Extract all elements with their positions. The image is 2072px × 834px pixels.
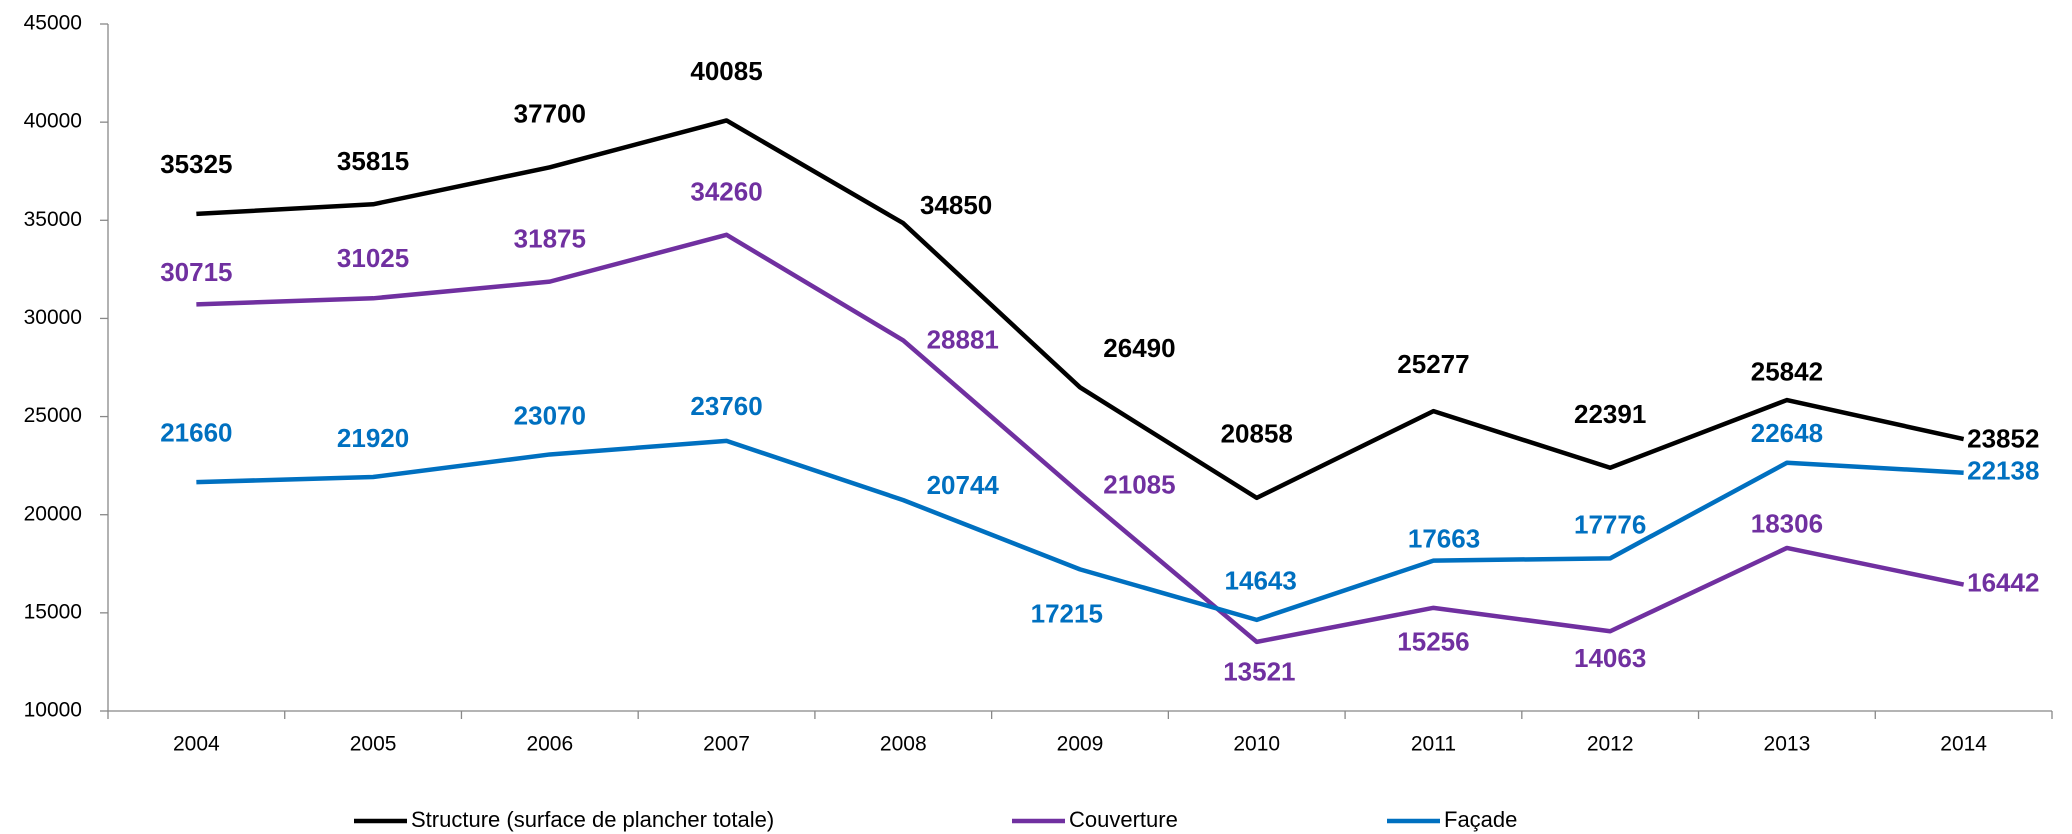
data-label: 21920 <box>337 423 409 453</box>
data-label: 14063 <box>1574 643 1646 673</box>
data-label: 20744 <box>927 470 1000 500</box>
data-label: 26490 <box>1103 333 1175 363</box>
data-label: 23070 <box>514 400 586 430</box>
x-tick-label: 2011 <box>1411 733 1456 756</box>
data-label: 16442 <box>1967 567 2039 597</box>
x-tick-label: 2010 <box>1233 733 1280 756</box>
data-label: 25842 <box>1751 356 1823 386</box>
data-label: 22391 <box>1574 399 1646 429</box>
data-label: 30715 <box>160 257 232 287</box>
data-label: 21660 <box>160 417 232 447</box>
data-label: 31875 <box>514 224 586 254</box>
x-tick-label: 2005 <box>350 733 397 756</box>
data-label: 13521 <box>1223 656 1295 686</box>
x-tick-label: 2004 <box>173 733 220 756</box>
data-label: 37700 <box>514 99 586 129</box>
data-label: 17215 <box>1031 599 1103 629</box>
y-tick-label: 30000 <box>24 306 82 329</box>
series-line <box>196 232 1965 645</box>
data-label: 17663 <box>1408 524 1480 554</box>
series-line <box>196 118 1965 501</box>
data-label: 17776 <box>1574 510 1646 540</box>
x-tick-label: 2008 <box>880 733 927 756</box>
data-label: 40085 <box>690 56 762 86</box>
x-tick-label: 2007 <box>703 733 750 756</box>
y-tick-label: 35000 <box>24 208 82 231</box>
data-label: 20858 <box>1221 419 1293 449</box>
y-tick-label: 40000 <box>24 110 82 133</box>
legend-label: Façade <box>1444 807 1517 832</box>
data-label: 31025 <box>337 243 409 273</box>
y-tick-label: 20000 <box>24 502 82 525</box>
y-tick-label: 25000 <box>24 404 82 427</box>
data-label: 18306 <box>1751 508 1823 538</box>
data-label: 34260 <box>690 177 762 207</box>
data-label: 28881 <box>927 325 999 355</box>
x-tick-label: 2009 <box>1057 733 1104 756</box>
data-label: 15256 <box>1397 626 1469 656</box>
y-tick-label: 45000 <box>24 12 82 35</box>
y-tick-label: 15000 <box>24 600 82 623</box>
data-label: 35325 <box>160 149 232 179</box>
data-label: 23760 <box>690 391 762 421</box>
data-label: 21085 <box>1103 470 1175 500</box>
x-tick-label: 2012 <box>1587 733 1634 756</box>
data-label: 22648 <box>1751 418 1823 448</box>
series-line <box>196 438 1964 623</box>
x-tick-label: 2006 <box>526 733 573 756</box>
data-label: 34850 <box>920 190 992 220</box>
legend-label: Structure (surface de plancher totale) <box>411 807 774 832</box>
x-tick-label: 2014 <box>1940 733 1987 756</box>
data-label: 14643 <box>1225 566 1297 596</box>
x-tick-label: 2013 <box>1764 733 1811 756</box>
data-label: 22138 <box>1967 456 2039 486</box>
y-tick-label: 10000 <box>24 699 82 722</box>
data-label: 23852 <box>1967 423 2039 453</box>
data-label: 25277 <box>1397 349 1469 379</box>
legend-label: Couverture <box>1069 807 1178 832</box>
data-label: 35815 <box>337 146 409 176</box>
